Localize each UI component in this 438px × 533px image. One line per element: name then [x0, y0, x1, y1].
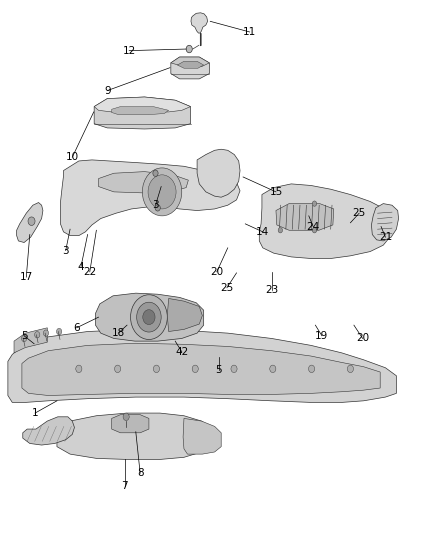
Circle shape — [57, 328, 62, 335]
Circle shape — [153, 365, 159, 373]
Text: 5: 5 — [21, 331, 28, 341]
Polygon shape — [8, 329, 396, 402]
Polygon shape — [191, 13, 208, 33]
Text: 25: 25 — [220, 283, 233, 293]
Polygon shape — [259, 184, 390, 259]
Polygon shape — [94, 97, 191, 112]
Circle shape — [28, 217, 35, 225]
Circle shape — [270, 365, 276, 373]
Text: 11: 11 — [243, 27, 256, 37]
Circle shape — [347, 365, 353, 373]
Polygon shape — [95, 293, 204, 341]
Circle shape — [308, 365, 314, 373]
Polygon shape — [276, 204, 334, 230]
Text: 21: 21 — [379, 232, 392, 242]
Circle shape — [143, 310, 155, 325]
Circle shape — [131, 295, 167, 340]
Circle shape — [43, 330, 49, 336]
Circle shape — [21, 335, 27, 342]
Polygon shape — [112, 107, 169, 115]
Polygon shape — [57, 413, 210, 459]
Circle shape — [231, 365, 237, 373]
Polygon shape — [23, 417, 74, 445]
Circle shape — [123, 413, 129, 421]
Circle shape — [76, 365, 82, 373]
Circle shape — [137, 302, 161, 332]
Text: 42: 42 — [175, 347, 188, 357]
Text: 17: 17 — [20, 272, 33, 282]
Text: 4: 4 — [78, 262, 85, 271]
Text: 23: 23 — [265, 286, 278, 295]
Circle shape — [35, 332, 40, 338]
Polygon shape — [167, 298, 202, 332]
Circle shape — [153, 170, 158, 176]
Text: 5: 5 — [215, 366, 223, 375]
Circle shape — [312, 201, 317, 206]
Text: 10: 10 — [66, 152, 79, 162]
Circle shape — [142, 168, 182, 216]
Polygon shape — [22, 343, 380, 395]
Text: 15: 15 — [269, 187, 283, 197]
Text: 12: 12 — [123, 46, 136, 55]
Circle shape — [186, 45, 192, 53]
Polygon shape — [183, 418, 221, 454]
Circle shape — [115, 365, 121, 373]
Text: 3: 3 — [152, 200, 159, 210]
Text: 19: 19 — [315, 331, 328, 341]
Polygon shape — [371, 204, 399, 241]
Polygon shape — [60, 160, 240, 236]
Polygon shape — [171, 57, 209, 79]
Text: 3: 3 — [62, 246, 69, 255]
Text: 8: 8 — [137, 469, 144, 478]
Circle shape — [278, 228, 283, 233]
Polygon shape — [17, 203, 43, 243]
Text: 25: 25 — [353, 208, 366, 218]
Text: 24: 24 — [307, 222, 320, 231]
Polygon shape — [94, 97, 191, 129]
Text: 7: 7 — [121, 481, 128, 491]
Text: 20: 20 — [356, 334, 369, 343]
Circle shape — [192, 365, 198, 373]
Polygon shape — [14, 328, 47, 353]
Text: 1: 1 — [32, 408, 39, 418]
Circle shape — [148, 175, 176, 209]
Text: 6: 6 — [73, 323, 80, 333]
Text: 20: 20 — [210, 267, 223, 277]
Polygon shape — [177, 61, 204, 68]
Text: 18: 18 — [112, 328, 125, 338]
Text: 14: 14 — [256, 227, 269, 237]
Circle shape — [155, 205, 160, 211]
Text: 22: 22 — [83, 267, 96, 277]
Polygon shape — [171, 57, 209, 67]
Polygon shape — [112, 415, 149, 433]
Polygon shape — [99, 172, 188, 193]
Circle shape — [312, 228, 317, 233]
Polygon shape — [197, 149, 240, 197]
Text: 9: 9 — [104, 86, 111, 95]
